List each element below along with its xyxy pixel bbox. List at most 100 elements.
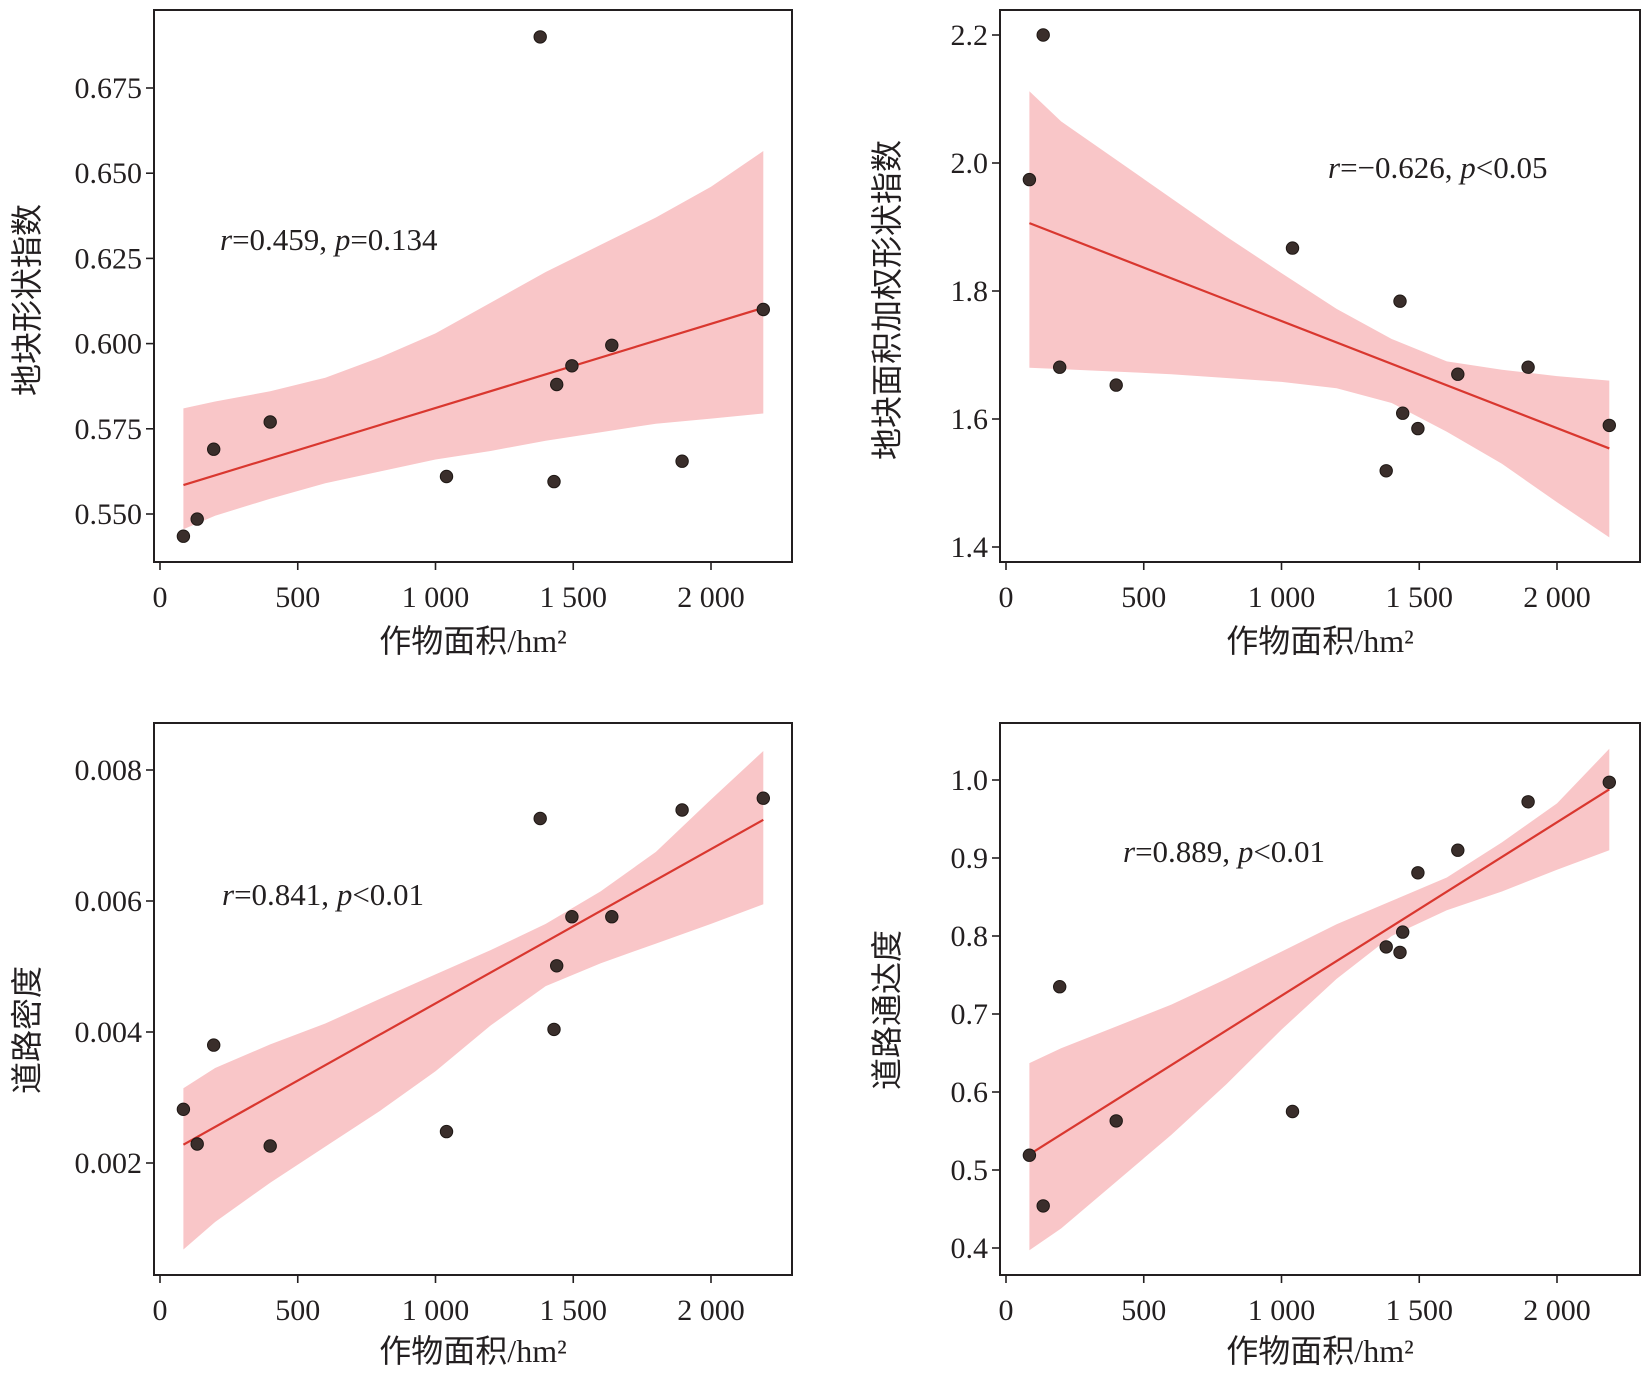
data-point — [1109, 1114, 1123, 1128]
chart-panel-1: 0 500 1 000 1 500 2 000 0.550 0.575 0.600 0.625 0… — [9, 9, 793, 659]
plot-frame — [999, 722, 1641, 1276]
data-point — [439, 469, 454, 484]
data-point — [1451, 843, 1465, 857]
data-point — [1022, 172, 1037, 187]
y-tick-label: 0.8 — [951, 920, 989, 953]
y-tick-label: 0.675 — [75, 72, 143, 105]
regression-line — [1028, 788, 1610, 1156]
plot-frame — [153, 9, 793, 563]
x-tick-label: 1 000 — [1248, 1294, 1316, 1327]
annotation-p-text: <0.01 — [1253, 834, 1325, 869]
x-tick-label: 1 500 — [1386, 1294, 1454, 1327]
x-tick-label: 0 — [153, 1294, 168, 1327]
data-point — [1109, 378, 1123, 392]
data-point — [1521, 795, 1535, 809]
data-point — [605, 338, 619, 352]
chart-panel-3: 0 500 1 000 1 500 2 000 0.002 0.004 0.006 0.008 作… — [9, 722, 793, 1369]
data-point — [207, 1038, 221, 1052]
chart-panel-4: 0 500 1 000 1 500 2 000 0.4 0.5 0.6 0.7 0.8 0.9 1.0… — [869, 722, 1641, 1369]
x-tick-label: 1 500 — [1386, 581, 1454, 614]
data-point — [176, 529, 191, 543]
annotation-p-text: <0.05 — [1476, 150, 1548, 185]
data-point — [756, 791, 770, 805]
annotation-r-text: =0.459, — [232, 222, 335, 257]
y-tick-label: 0.006 — [75, 885, 143, 918]
annotation-p-text: =0.134 — [350, 222, 438, 257]
data-point — [565, 910, 579, 924]
y-tick-label: 0.550 — [75, 498, 143, 531]
y-tick-label: 0.002 — [75, 1147, 143, 1180]
data-point — [1396, 406, 1410, 420]
y-tick-label: 0.008 — [75, 754, 143, 787]
annotation-r-text: =0.889, — [1135, 834, 1238, 869]
correlation-annotation: r=0.841, p<0.01 — [222, 877, 424, 912]
regression-line — [183, 306, 764, 487]
annotation-r-text: =0.841, — [234, 877, 337, 912]
regression-line — [182, 818, 764, 1146]
y-tick-label: 0.6 — [951, 1076, 989, 1109]
annotation-p-label: p — [1458, 150, 1476, 185]
confidence-band — [1029, 748, 1610, 1251]
data-point — [190, 512, 204, 526]
x-tick-label: 1 500 — [540, 1294, 608, 1327]
data-point — [1022, 1148, 1037, 1162]
x-tick-label: 1 000 — [402, 581, 470, 614]
chart-panel-2: 0 500 1 000 1 500 2 000 1.4 1.6 1.8 2.0 2.2 作物面积/h… — [869, 9, 1641, 659]
x-tick-label: 0 — [999, 581, 1014, 614]
x-tick-label: 0 — [153, 581, 168, 614]
annotation-r-label: r — [220, 222, 233, 257]
y-tick-label: 2.2 — [951, 19, 989, 52]
data-point — [1451, 367, 1465, 381]
data-point — [1036, 1199, 1050, 1213]
data-point — [675, 454, 689, 468]
data-point — [1379, 464, 1393, 478]
regression-line — [1029, 222, 1610, 450]
x-axis-title: 作物面积/hm² — [1226, 623, 1413, 659]
data-point — [263, 1139, 277, 1153]
data-point — [1393, 294, 1407, 308]
data-point — [207, 442, 221, 456]
y-tick-label: 0.650 — [75, 157, 143, 190]
y-tick-label: 0.004 — [75, 1016, 143, 1049]
data-point — [550, 377, 564, 392]
y-axis-title: 地块面积加权形状指数 — [869, 140, 905, 460]
data-point — [1602, 775, 1617, 789]
data-point — [1602, 418, 1617, 433]
data-point — [1285, 241, 1300, 255]
annotation-p-label: p — [1236, 834, 1254, 869]
confidence-band — [183, 151, 764, 530]
x-tick-label: 2 000 — [1523, 1294, 1591, 1327]
annotation-p-text: <0.01 — [352, 877, 424, 912]
data-point — [439, 1124, 454, 1139]
data-point — [565, 359, 579, 373]
annotation-r-text: =−0.626, — [1340, 150, 1460, 185]
x-tick-label: 500 — [275, 581, 320, 614]
data-point — [1393, 945, 1407, 960]
data-point — [1396, 925, 1410, 939]
confidence-band — [183, 751, 764, 1250]
x-tick-label: 2 000 — [1523, 581, 1591, 614]
annotation-p-label: p — [335, 877, 353, 912]
data-point — [675, 803, 689, 817]
data-point — [756, 302, 770, 317]
x-tick-label: 1 500 — [540, 581, 608, 614]
y-tick-label: 0.5 — [951, 1154, 989, 1187]
data-point — [1036, 28, 1050, 42]
x-axis-title: 作物面积/hm² — [379, 1333, 566, 1369]
data-point — [1411, 421, 1425, 436]
annotation-p-label: p — [333, 222, 351, 257]
data-point — [1521, 360, 1535, 374]
plot-frame — [999, 9, 1641, 563]
data-point — [263, 415, 277, 429]
data-point — [1379, 940, 1393, 954]
x-tick-label: 2 000 — [677, 581, 745, 614]
x-axis-title: 作物面积/hm² — [1226, 1333, 1413, 1369]
correlation-annotation: r=0.459, p=0.134 — [220, 222, 438, 257]
data-point — [550, 959, 564, 973]
data-point — [1411, 866, 1425, 880]
y-tick-label: 1.8 — [951, 275, 989, 308]
x-tick-label: 500 — [275, 1294, 320, 1327]
data-point — [1285, 1104, 1300, 1119]
y-tick-label: 1.4 — [951, 531, 989, 564]
